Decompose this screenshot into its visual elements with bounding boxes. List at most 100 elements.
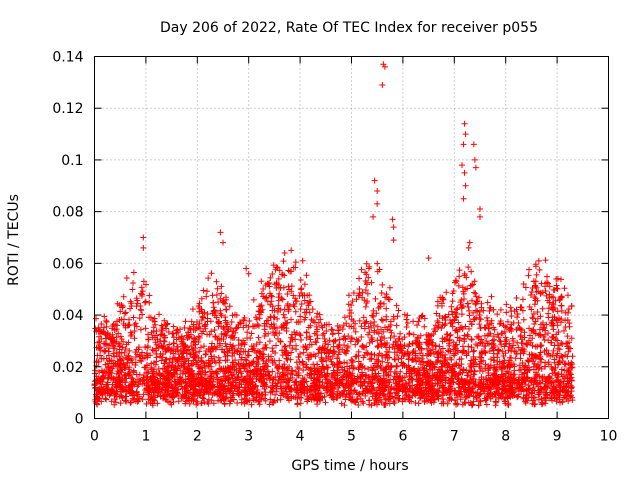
data-point (97, 347, 104, 354)
data-point (515, 393, 522, 400)
data-point (218, 283, 225, 290)
data-point (503, 309, 510, 316)
data-point (470, 371, 477, 378)
data-point (374, 329, 381, 336)
data-point (528, 379, 535, 386)
data-point (471, 347, 478, 354)
data-point (325, 341, 332, 348)
data-point (234, 324, 241, 331)
data-point (116, 362, 123, 369)
data-point (250, 296, 257, 303)
data-point (181, 343, 188, 350)
data-point (393, 322, 400, 329)
data-point (101, 313, 108, 320)
data-point (221, 386, 228, 393)
data-point (460, 348, 467, 355)
data-point (549, 333, 556, 340)
data-point (343, 381, 350, 388)
data-point (123, 388, 130, 395)
data-point (559, 341, 566, 348)
data-point (530, 385, 537, 392)
data-point (531, 301, 538, 308)
data-point (382, 369, 389, 376)
data-point (441, 357, 448, 364)
data-point (401, 311, 408, 318)
data-point (285, 267, 292, 274)
data-point (175, 381, 182, 388)
data-point (522, 398, 529, 405)
data-point (279, 296, 286, 303)
data-point (252, 397, 259, 404)
data-point (188, 362, 195, 369)
data-point (517, 326, 524, 333)
data-point (391, 349, 398, 356)
data-point (270, 262, 277, 269)
data-point (220, 239, 226, 246)
data-point (235, 336, 242, 343)
data-point (164, 391, 171, 398)
data-point (465, 348, 472, 355)
data-point (182, 376, 189, 383)
data-point (192, 361, 199, 368)
data-point (266, 279, 273, 286)
data-point (363, 281, 370, 288)
data-point (506, 343, 513, 350)
data-point (295, 369, 302, 376)
data-point (372, 370, 379, 377)
y-tick-label: 0.04 (52, 308, 83, 324)
data-point (258, 302, 265, 309)
data-point (477, 213, 483, 220)
data-point (147, 399, 154, 406)
data-point (353, 296, 360, 303)
data-point (435, 350, 442, 357)
data-point (516, 325, 523, 332)
data-point (273, 264, 280, 271)
data-point (185, 389, 192, 396)
data-point (501, 328, 508, 335)
data-point (297, 276, 304, 283)
data-point (204, 375, 211, 382)
x-tick-label: 3 (244, 429, 253, 445)
data-point (122, 379, 129, 386)
data-point (165, 328, 172, 335)
data-point (299, 358, 306, 365)
data-point (193, 388, 200, 395)
data-point (471, 278, 478, 285)
data-point (447, 381, 454, 388)
data-point (94, 352, 101, 359)
data-point (375, 358, 382, 365)
data-point (406, 368, 413, 375)
data-point (204, 311, 211, 318)
data-point (106, 358, 113, 365)
data-point (251, 371, 258, 378)
data-point (425, 255, 432, 262)
data-point (234, 399, 241, 406)
data-point (543, 279, 550, 286)
data-point (172, 348, 179, 355)
data-point (458, 376, 465, 383)
data-point (158, 322, 165, 329)
data-point (532, 372, 539, 379)
data-point (546, 283, 553, 290)
data-point (447, 317, 454, 324)
data-point (143, 370, 150, 377)
data-point (331, 338, 338, 345)
data-point (245, 361, 252, 368)
data-point (472, 290, 479, 297)
data-point (328, 372, 335, 379)
data-point (141, 299, 148, 306)
data-point (434, 317, 441, 324)
data-point (441, 314, 448, 321)
data-point (265, 356, 272, 363)
data-point (146, 292, 153, 299)
data-point (370, 364, 377, 371)
data-point (311, 382, 318, 389)
data-point (343, 320, 350, 327)
data-point (347, 374, 354, 381)
data-point (362, 269, 369, 276)
data-point (561, 285, 568, 292)
data-point (188, 378, 195, 385)
data-point (288, 367, 295, 374)
data-point (391, 333, 398, 340)
data-point (167, 355, 174, 362)
